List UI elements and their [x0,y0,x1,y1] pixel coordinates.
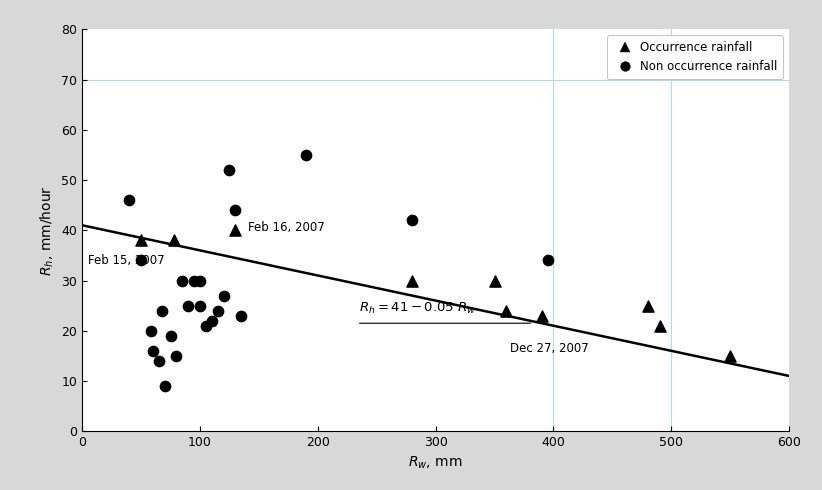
Point [405,216,418,224]
Point [229,226,242,234]
Text: Feb 16, 2007: Feb 16, 2007 [248,221,325,234]
Point [541,257,554,265]
X-axis label: $R_w$, mm: $R_w$, mm [409,455,463,471]
Point [235,312,248,319]
Point [176,276,189,284]
Y-axis label: $R_h$, mm/hour: $R_h$, mm/hour [39,185,56,275]
Point [182,302,195,310]
Point [146,347,159,355]
Point [488,276,501,284]
Text: $R_h = 41 - 0.05\ R_w$: $R_h = 41 - 0.05\ R_w$ [359,300,477,316]
Point [164,332,178,340]
Point [152,357,165,365]
Point [723,352,737,360]
Point [193,276,206,284]
Legend: Occurrence rainfall, Non occurrence rainfall: Occurrence rainfall, Non occurrence rain… [607,35,783,79]
Point [144,327,157,335]
Point [135,237,148,245]
Point [641,302,654,310]
Point [211,307,224,315]
Text: Dec 27, 2007: Dec 27, 2007 [510,342,589,355]
Point [535,312,548,319]
Point [193,302,206,310]
Point [229,206,242,214]
Point [158,382,171,390]
Point [122,196,136,204]
Point [405,276,418,284]
Point [223,166,236,174]
Point [500,307,513,315]
Point [187,276,201,284]
Point [168,237,181,245]
Point [155,307,169,315]
Text: Feb 15, 2007: Feb 15, 2007 [88,254,164,267]
Point [217,292,230,299]
Point [206,317,219,325]
Point [135,257,148,265]
Point [299,151,312,159]
Point [199,322,212,330]
Point [170,352,183,360]
Point [653,322,666,330]
